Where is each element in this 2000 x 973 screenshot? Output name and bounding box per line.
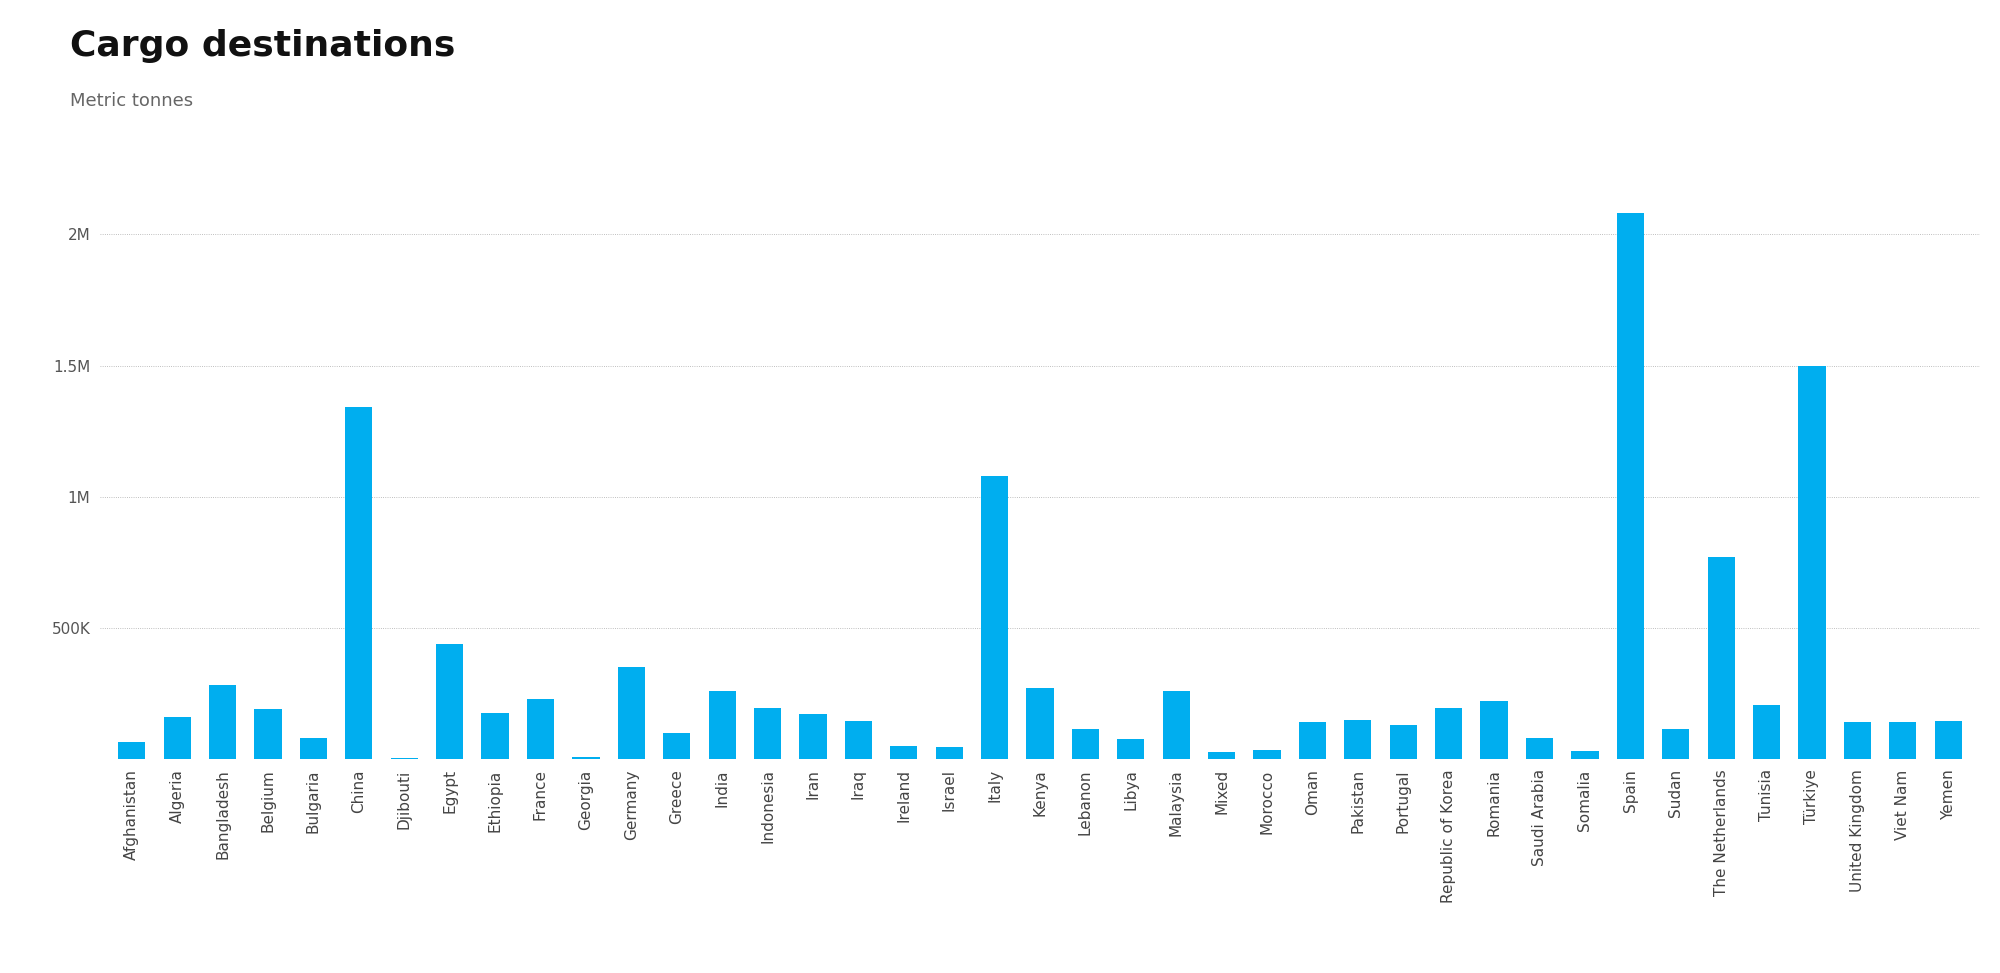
Bar <box>664 733 690 759</box>
Bar <box>1572 751 1598 759</box>
Bar <box>1254 750 1280 759</box>
Bar <box>1934 721 1962 759</box>
Bar <box>346 408 372 759</box>
Bar <box>890 746 918 759</box>
Bar <box>1436 707 1462 759</box>
Bar <box>1798 366 1826 759</box>
Bar <box>1208 752 1236 759</box>
Bar <box>1844 722 1872 759</box>
Bar <box>526 699 554 759</box>
Bar <box>164 717 190 759</box>
Bar <box>1480 702 1508 759</box>
Bar <box>708 691 736 759</box>
Bar <box>1616 213 1644 759</box>
Bar <box>754 707 782 759</box>
Bar <box>1298 722 1326 759</box>
Bar <box>1526 738 1554 759</box>
Bar <box>980 476 1008 759</box>
Text: Cargo destinations: Cargo destinations <box>70 29 456 63</box>
Text: Metric tonnes: Metric tonnes <box>70 92 194 110</box>
Bar <box>1072 729 1100 759</box>
Bar <box>1708 557 1734 759</box>
Bar <box>254 709 282 759</box>
Bar <box>1752 705 1780 759</box>
Bar <box>482 713 508 759</box>
Bar <box>618 667 644 759</box>
Bar <box>936 747 962 759</box>
Bar <box>436 643 464 759</box>
Bar <box>1662 729 1690 759</box>
Bar <box>1344 720 1372 759</box>
Bar <box>800 714 826 759</box>
Bar <box>572 757 600 759</box>
Bar <box>1118 739 1144 759</box>
Bar <box>118 741 146 759</box>
Bar <box>1162 691 1190 759</box>
Bar <box>1890 722 1916 759</box>
Bar <box>1390 725 1416 759</box>
Bar <box>844 721 872 759</box>
Bar <box>208 686 236 759</box>
Bar <box>390 758 418 759</box>
Bar <box>1026 688 1054 759</box>
Bar <box>300 738 328 759</box>
